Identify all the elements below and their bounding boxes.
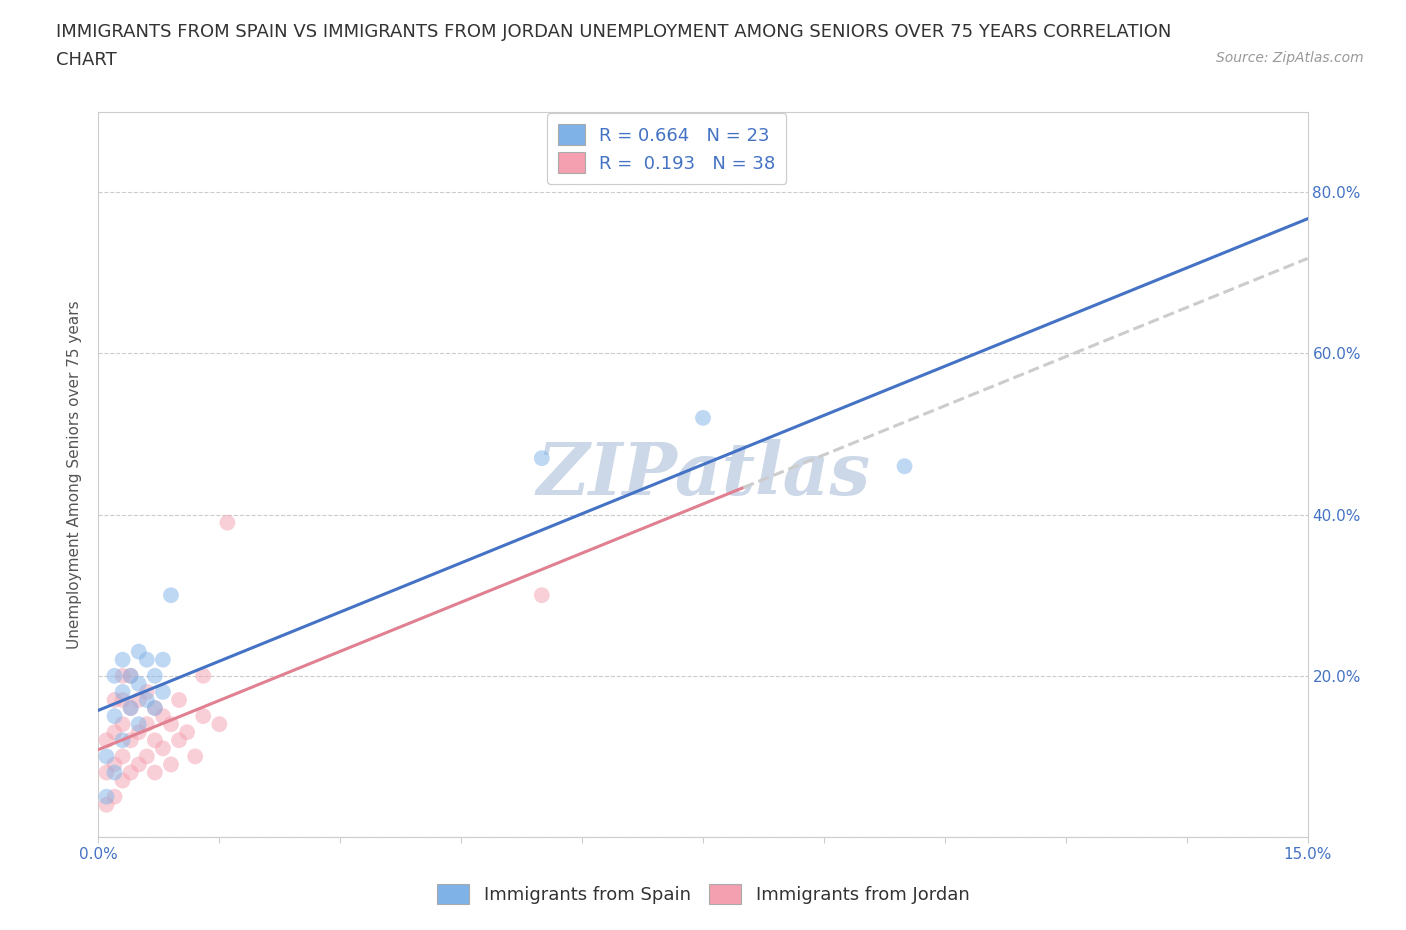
- Point: [160, 757, 183, 772]
- Text: IMMIGRANTS FROM SPAIN VS IMMIGRANTS FROM JORDAN UNEMPLOYMENT AMONG SENIORS OVER : IMMIGRANTS FROM SPAIN VS IMMIGRANTS FROM…: [56, 23, 1171, 41]
- Point: [96, 790, 118, 804]
- Point: [128, 757, 150, 772]
- Point: [135, 693, 157, 708]
- Point: [184, 749, 207, 764]
- Point: [103, 757, 125, 772]
- Point: [530, 451, 553, 466]
- Point: [128, 693, 150, 708]
- Text: CHART: CHART: [56, 51, 117, 69]
- Point: [103, 693, 125, 708]
- Y-axis label: Unemployment Among Seniors over 75 years: Unemployment Among Seniors over 75 years: [67, 300, 83, 648]
- Point: [128, 724, 150, 739]
- Point: [111, 717, 134, 732]
- Point: [152, 709, 174, 724]
- Point: [103, 790, 125, 804]
- Point: [120, 700, 142, 715]
- Point: [96, 765, 118, 780]
- Point: [135, 652, 157, 667]
- Point: [128, 676, 150, 691]
- Point: [193, 669, 215, 684]
- Point: [193, 709, 215, 724]
- Point: [167, 733, 190, 748]
- Point: [135, 717, 157, 732]
- Point: [893, 458, 915, 473]
- Legend: R = 0.664   N = 23, R =  0.193   N = 38: R = 0.664 N = 23, R = 0.193 N = 38: [547, 113, 786, 184]
- Point: [103, 669, 125, 684]
- Text: ZIPatlas: ZIPatlas: [536, 439, 870, 510]
- Point: [111, 652, 134, 667]
- Point: [160, 588, 183, 603]
- Point: [152, 652, 174, 667]
- Point: [96, 733, 118, 748]
- Point: [111, 773, 134, 788]
- Point: [143, 765, 166, 780]
- Point: [143, 669, 166, 684]
- Point: [111, 693, 134, 708]
- Point: [120, 700, 142, 715]
- Point: [530, 588, 553, 603]
- Point: [176, 724, 198, 739]
- Point: [96, 797, 118, 812]
- Point: [96, 749, 118, 764]
- Point: [160, 717, 183, 732]
- Point: [143, 700, 166, 715]
- Point: [111, 733, 134, 748]
- Point: [135, 749, 157, 764]
- Point: [128, 717, 150, 732]
- Point: [143, 700, 166, 715]
- Point: [120, 669, 142, 684]
- Point: [135, 684, 157, 699]
- Point: [128, 644, 150, 659]
- Point: [103, 724, 125, 739]
- Point: [143, 733, 166, 748]
- Point: [208, 717, 231, 732]
- Legend: Immigrants from Spain, Immigrants from Jordan: Immigrants from Spain, Immigrants from J…: [429, 876, 977, 911]
- Text: Source: ZipAtlas.com: Source: ZipAtlas.com: [1216, 51, 1364, 65]
- Point: [103, 765, 125, 780]
- Point: [152, 741, 174, 756]
- Point: [120, 765, 142, 780]
- Point: [167, 693, 190, 708]
- Point: [120, 733, 142, 748]
- Point: [692, 410, 714, 425]
- Point: [120, 669, 142, 684]
- Point: [217, 515, 239, 530]
- Point: [111, 684, 134, 699]
- Point: [103, 709, 125, 724]
- Point: [111, 669, 134, 684]
- Point: [111, 749, 134, 764]
- Point: [152, 684, 174, 699]
